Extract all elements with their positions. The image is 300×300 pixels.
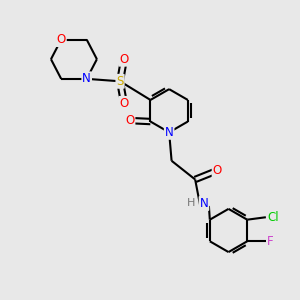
Text: F: F <box>267 235 274 248</box>
Text: S: S <box>116 75 124 88</box>
Text: O: O <box>119 97 129 110</box>
Text: N: N <box>82 72 91 85</box>
Text: H: H <box>187 197 195 208</box>
Text: O: O <box>213 164 222 177</box>
Text: O: O <box>119 53 129 66</box>
Text: N: N <box>200 197 208 210</box>
Text: O: O <box>125 114 134 127</box>
Text: O: O <box>57 33 66 46</box>
Text: Cl: Cl <box>267 211 278 224</box>
Text: N: N <box>165 126 173 139</box>
